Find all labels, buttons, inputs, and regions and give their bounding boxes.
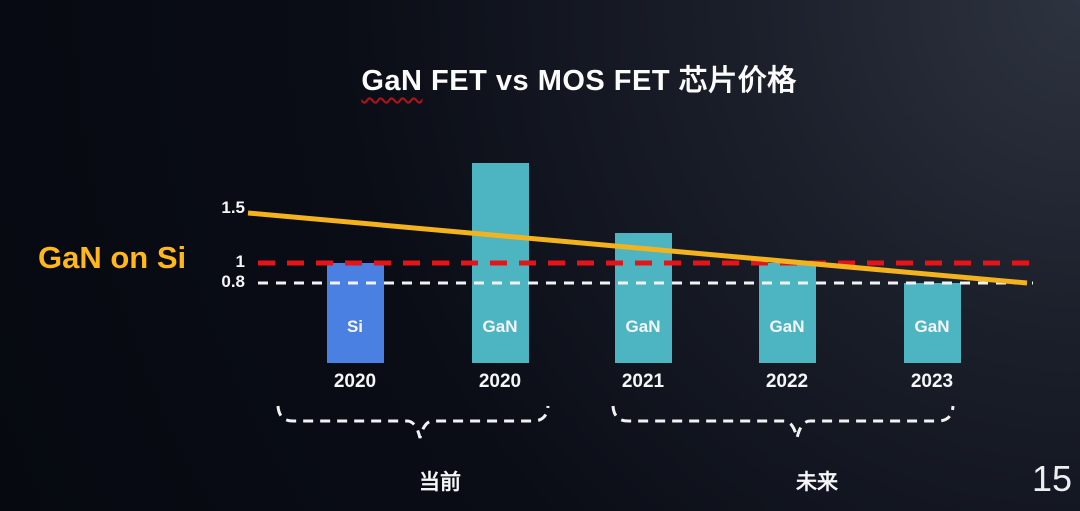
bar-gan-2021 — [614, 233, 672, 363]
bar-material-label: GaN — [482, 317, 518, 336]
page-title: GaN FET vs MOS FET 芯片价格 — [361, 57, 796, 99]
bar-material-label: Si — [346, 317, 364, 336]
group-label-future: 未来 — [796, 471, 838, 494]
group-brace-1 — [611, 405, 955, 439]
year-label: 2021 — [621, 371, 665, 392]
bar-material-label: GaN — [625, 317, 661, 336]
year-label: 2020 — [478, 371, 522, 392]
gan-on-si-label: GaN on Si — [38, 240, 187, 275]
year-label: 2023 — [910, 371, 954, 392]
bar-si-2020 — [326, 263, 384, 363]
title-highlight: GaN — [361, 65, 423, 97]
bar-gan-2023 — [903, 283, 961, 363]
axis-label-trend-start: 1.5 — [221, 198, 245, 217]
axis-label-0.8: 0.8 — [221, 272, 245, 291]
title-rest: FET vs MOS FET 芯片价格 — [422, 65, 797, 97]
page-number: 15 — [1031, 458, 1072, 499]
group-label-current: 当前 — [419, 471, 461, 494]
axis-label-1: 1 — [235, 252, 245, 271]
group-brace-0 — [276, 405, 550, 439]
bar-material-label: GaN — [769, 317, 805, 336]
bar-material-label: GaN — [914, 317, 950, 336]
bar-gan-2022 — [758, 263, 816, 363]
year-label: 2022 — [765, 371, 809, 392]
year-label: 2020 — [333, 371, 377, 392]
